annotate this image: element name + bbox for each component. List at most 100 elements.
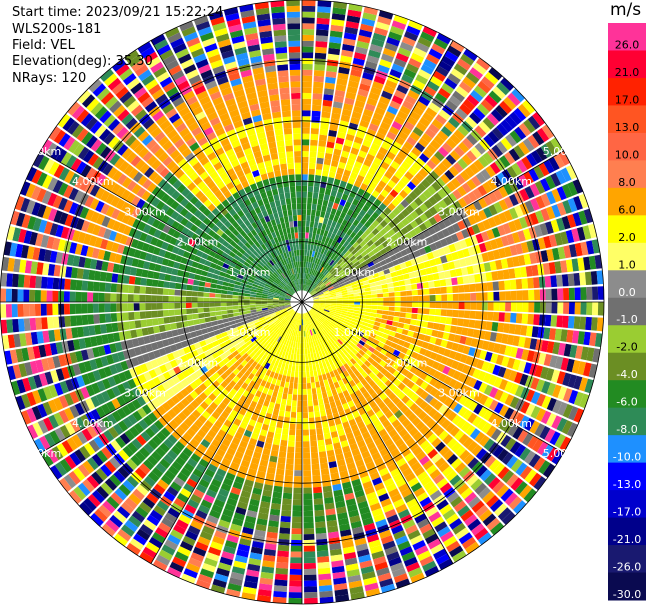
gate-cell <box>310 290 316 295</box>
gate-cell <box>443 245 451 255</box>
gate-cell <box>466 133 478 146</box>
gate-cell <box>302 249 305 256</box>
gate-cell <box>530 198 540 211</box>
gate-cell <box>387 282 394 288</box>
gate-cell <box>548 234 558 247</box>
gate-cell <box>428 196 438 206</box>
gate-cell <box>308 232 313 239</box>
gate-cell <box>370 142 380 152</box>
gate-cell <box>316 157 324 165</box>
gate-cell <box>317 0 332 8</box>
gate-cell <box>534 224 543 238</box>
gate-cell <box>280 515 291 523</box>
gate-cell <box>373 198 382 207</box>
gate-cell <box>342 297 349 300</box>
gate-cell <box>0 288 7 302</box>
gate-cell <box>375 207 383 216</box>
gate-cell <box>310 256 314 263</box>
gate-cell <box>284 411 291 418</box>
gate-cell <box>419 203 429 213</box>
gate-cell <box>238 295 245 299</box>
gate-cell <box>478 197 488 209</box>
gate-cell <box>388 306 395 311</box>
gate-cell <box>323 290 329 294</box>
gate-cell <box>571 258 579 272</box>
gate-cell <box>543 159 555 174</box>
gate-cell <box>342 304 349 307</box>
gate-cell <box>128 285 135 294</box>
gate-cell <box>378 146 388 156</box>
gate-cell <box>376 266 384 273</box>
gate-cell <box>105 272 113 282</box>
gate-cell <box>334 142 343 151</box>
gate-cell <box>261 304 268 307</box>
gate-cell <box>94 270 101 281</box>
gate-cell <box>459 239 468 249</box>
gate-cell <box>390 175 400 184</box>
gate-cell <box>484 241 493 251</box>
gate-cell <box>553 153 565 169</box>
gate-cell <box>517 103 531 118</box>
gate-cell <box>535 210 545 224</box>
gate-cell <box>342 294 349 298</box>
gate-cell <box>222 318 230 323</box>
gate-cell <box>346 228 353 236</box>
gate-cell <box>318 296 325 299</box>
gate-cell <box>302 40 314 47</box>
gate-cell <box>17 289 24 302</box>
gate-cell <box>399 312 406 318</box>
gate-cell <box>462 194 473 205</box>
gate-cell <box>520 325 528 336</box>
gate-cell <box>330 294 337 298</box>
gate-cell <box>420 64 434 75</box>
gate-cell <box>388 266 396 273</box>
gate-cell <box>399 189 408 199</box>
gate-cell <box>316 271 321 278</box>
gate-cell <box>384 257 392 264</box>
gate-cell <box>386 277 393 284</box>
gate-cell <box>326 59 339 67</box>
gate-cell <box>320 468 330 476</box>
gate-cell <box>333 148 342 156</box>
gate-cell <box>352 57 365 66</box>
gate-cell <box>415 157 426 168</box>
gate-cell <box>548 156 560 171</box>
gate-cell <box>450 233 459 243</box>
gate-cell <box>356 222 364 230</box>
gate-cell <box>133 294 140 302</box>
gate-cell <box>475 253 484 264</box>
gate-cell <box>418 247 427 256</box>
gate-cell <box>462 248 470 258</box>
gate-cell <box>211 278 218 284</box>
gate-cell <box>462 98 476 111</box>
gate-cell <box>318 281 324 287</box>
gate-cell <box>319 266 324 273</box>
gate-cell <box>473 107 486 120</box>
gate-cell <box>285 376 291 383</box>
gate-cell <box>324 296 331 299</box>
gate-cell <box>162 288 170 295</box>
gate-cell <box>41 276 48 289</box>
gate-cell <box>313 302 320 304</box>
gate-cell <box>308 359 312 366</box>
gate-cell <box>453 259 461 269</box>
gate-cell <box>294 452 302 459</box>
gate-cell <box>410 52 425 64</box>
gate-cell <box>309 145 318 152</box>
gate-cell <box>375 70 388 80</box>
gate-cell <box>348 296 355 300</box>
gate-cell <box>174 282 182 290</box>
gate-cell <box>476 292 482 301</box>
gate-cell <box>140 319 148 328</box>
gate-cell <box>448 166 459 177</box>
gate-cell <box>324 188 332 196</box>
gate-cell <box>46 303 53 316</box>
gate-cell <box>481 76 495 90</box>
gate-cell <box>343 240 350 248</box>
gate-cell <box>214 302 221 307</box>
gate-cell <box>532 111 545 127</box>
gate-cell <box>340 238 346 246</box>
gate-cell <box>362 264 369 270</box>
gate-cell <box>210 316 217 322</box>
gate-cell <box>343 188 351 196</box>
